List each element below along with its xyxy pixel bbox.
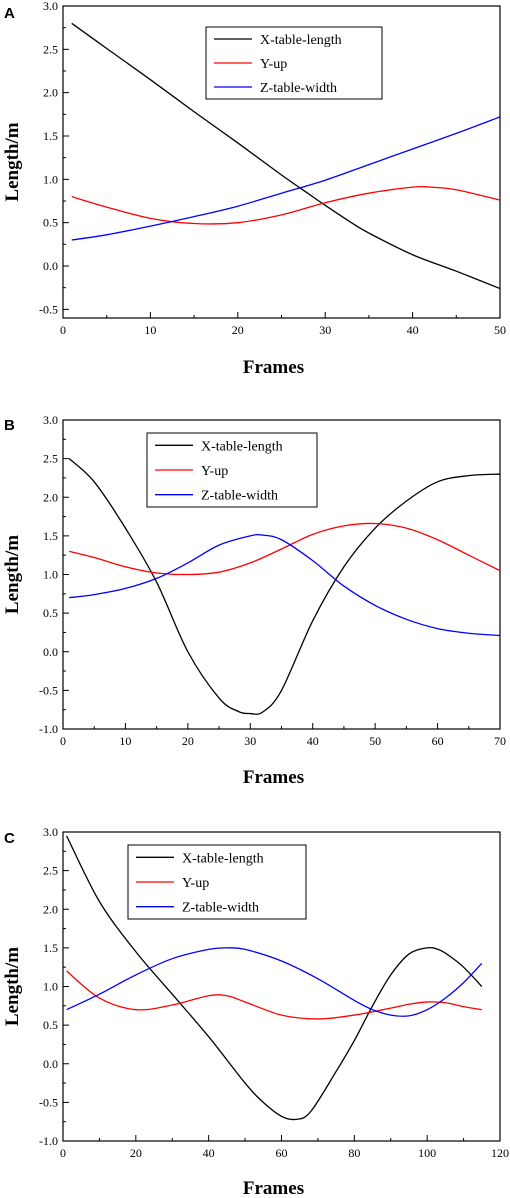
- y-tick-label: -0.5: [39, 683, 58, 697]
- y-tick-label: 3.0: [43, 413, 58, 427]
- x-axis-title: Frames: [243, 767, 304, 788]
- x-tick-label: 40: [407, 323, 419, 337]
- legend-label-z-table-width: Z-table-width: [182, 901, 259, 916]
- x-tick-label: 10: [119, 734, 131, 748]
- x-tick-label: 10: [144, 323, 156, 337]
- legend-label-y-up: Y-up: [182, 876, 209, 891]
- series-line-y-up: [69, 522, 500, 576]
- y-tick-label: 0.5: [43, 606, 58, 620]
- y-axis-title: Length/m: [2, 122, 23, 201]
- y-tick-label: 0.5: [43, 1018, 58, 1032]
- x-axis-title: Frames: [243, 1178, 304, 1198]
- y-tick-label: 2.5: [43, 864, 58, 878]
- x-tick-label: 50: [369, 734, 381, 748]
- x-axis-title: Frames: [243, 357, 304, 378]
- panel-letter: A: [4, 5, 15, 22]
- y-tick-label: 1.0: [43, 980, 58, 994]
- x-tick-label: 30: [319, 323, 331, 337]
- chart-panel-a: A 0 10 20 30 40 50 -0.5 0.0 0.5 1.0 1.5 2.0 2.5 3.0 Fra…: [2, 0, 506, 378]
- panel-letter: C: [4, 830, 15, 847]
- series-line-y-up: [66, 970, 482, 1020]
- legend-label-z-table-width: Z-table-width: [201, 489, 278, 504]
- x-tick-label: 60: [432, 734, 444, 748]
- x-tick-label: 0: [60, 1146, 66, 1160]
- x-tick-label: 40: [307, 734, 319, 748]
- x-tick-label: 40: [203, 1146, 215, 1160]
- y-tick-label: 3.0: [43, 0, 58, 13]
- y-tick-label: -1.0: [39, 722, 58, 736]
- series-line-x-table-length: [71, 22, 500, 290]
- y-tick-label: 0.0: [43, 645, 58, 659]
- y-tick-label: 0.0: [43, 1057, 58, 1071]
- series-line-z-table-width: [71, 116, 500, 241]
- legend: X-table-length Y-up Z-table-width: [146, 432, 318, 508]
- y-tick-label: 0.0: [43, 259, 58, 273]
- y-tick-label: -1.0: [39, 1134, 58, 1148]
- chart-panel-c: C 0 20 40 60 80 100 120 -1.0 -0.5 0.0 0.5 1.0 1.5 2.0 2…: [2, 825, 509, 1198]
- chart-panel-b: B 0 10 20 30 40 50 60 70 -1.0 -0.5 0.0 0.5 1.0 1.5 2.0 2…: [2, 413, 506, 788]
- x-tick-label: 120: [491, 1146, 509, 1160]
- x-tick-label: 0: [60, 323, 66, 337]
- y-tick-label: 2.0: [43, 86, 58, 100]
- y-tick-label: -0.5: [39, 1095, 58, 1109]
- legend: X-table-length Y-up Z-table-width: [127, 844, 307, 920]
- legend-label-y-up: Y-up: [201, 464, 228, 479]
- x-tick-label: 20: [232, 323, 244, 337]
- y-axis-title: Length/m: [2, 947, 23, 1026]
- series-line-y-up: [71, 185, 500, 225]
- x-tick-label: 0: [60, 734, 66, 748]
- y-tick-label: 1.5: [43, 129, 58, 143]
- legend-label-y-up: Y-up: [260, 57, 287, 72]
- y-tick-label: 2.0: [43, 902, 58, 916]
- legend-label-z-table-width: Z-table-width: [260, 81, 337, 96]
- x-tick-label: 30: [244, 734, 256, 748]
- x-tick-label: 50: [494, 323, 506, 337]
- y-tick-label: 3.0: [43, 825, 58, 839]
- legend: X-table-length Y-up Z-table-width: [205, 26, 383, 100]
- legend-label-x-table-length: X-table-length: [260, 33, 342, 48]
- y-tick-label: 0.5: [43, 216, 58, 230]
- y-tick-label: -0.5: [39, 302, 58, 316]
- y-tick-label: 2.5: [43, 42, 58, 56]
- y-tick-label: 1.5: [43, 529, 58, 543]
- y-tick-label: 1.0: [43, 568, 58, 582]
- x-tick-label: 60: [276, 1146, 288, 1160]
- y-tick-label: 2.5: [43, 452, 58, 466]
- legend-label-x-table-length: X-table-length: [201, 439, 283, 454]
- series-line-z-table-width: [69, 533, 500, 637]
- legend-label-x-table-length: X-table-length: [182, 851, 264, 866]
- series-line-x-table-length: [66, 835, 483, 1121]
- x-tick-label: 80: [348, 1146, 360, 1160]
- y-tick-label: 1.0: [43, 172, 58, 186]
- y-axis-title: Length/m: [2, 535, 23, 614]
- y-tick-label: 2.0: [43, 490, 58, 504]
- x-tick-label: 100: [418, 1146, 436, 1160]
- series-line-x-table-length: [68, 458, 500, 715]
- panel-letter: B: [4, 417, 15, 434]
- x-tick-label: 20: [130, 1146, 142, 1160]
- series-line-z-table-width: [66, 947, 483, 1017]
- x-tick-label: 20: [182, 734, 194, 748]
- y-tick-label: 1.5: [43, 941, 58, 955]
- x-tick-label: 70: [494, 734, 506, 748]
